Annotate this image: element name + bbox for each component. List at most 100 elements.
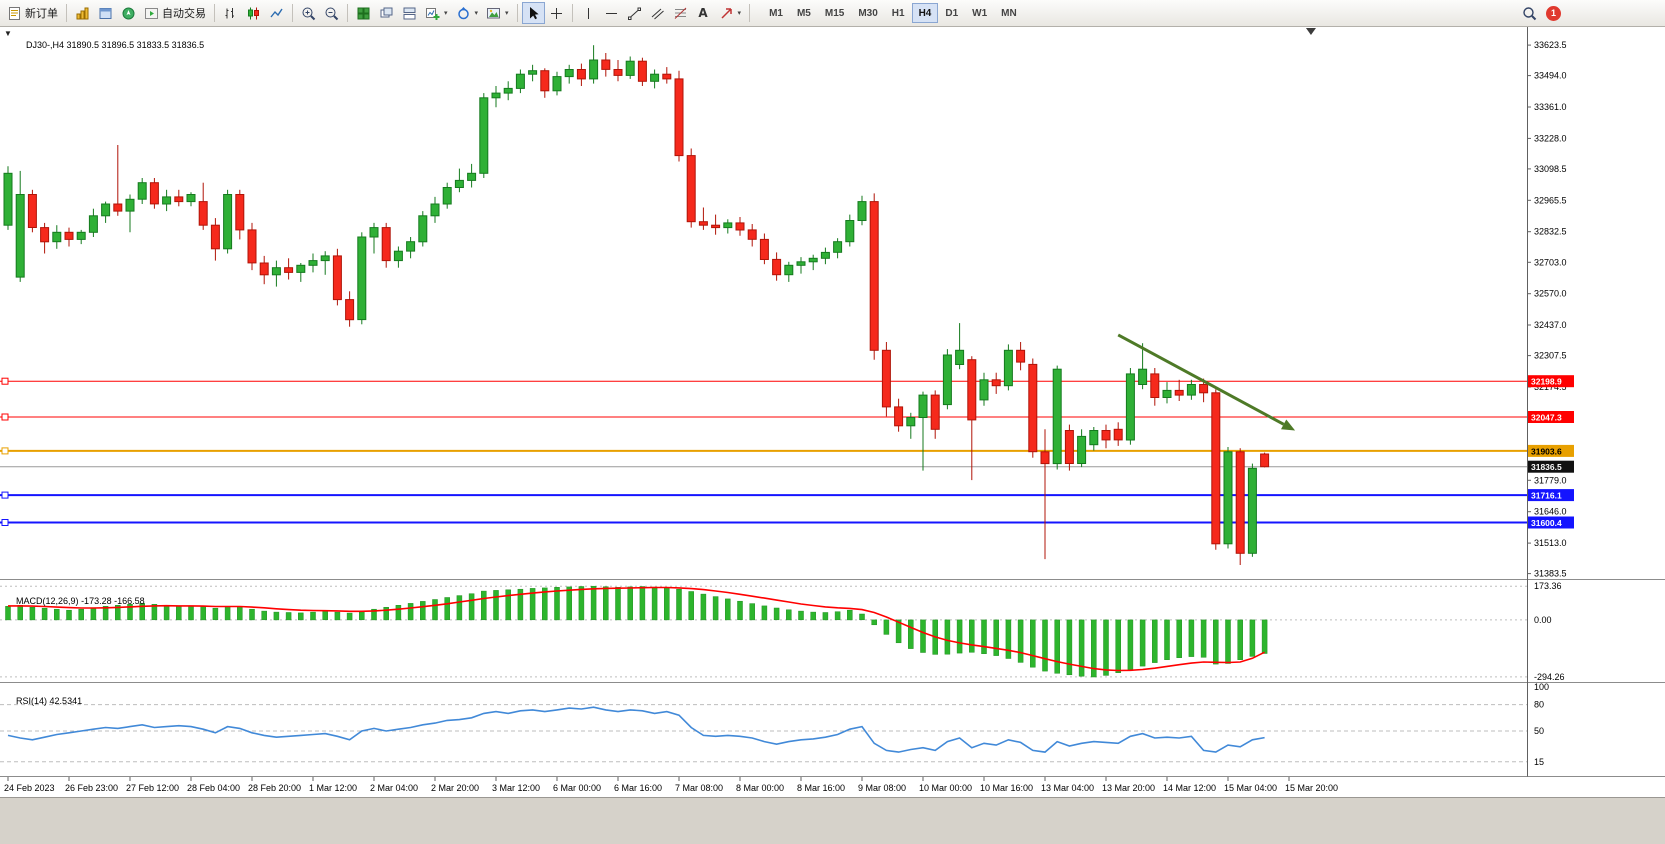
candlestick-chart-icon	[248, 7, 259, 19]
zoom-out-icon	[325, 7, 339, 20]
text-label-button[interactable]: A	[692, 2, 715, 24]
toolbar-right-group: 1	[1518, 2, 1561, 24]
vertical-line-button[interactable]	[577, 2, 600, 24]
timeframe-toolbar: M1 M5 M15 M30 H1 H4 D1 W1 MN	[762, 3, 1024, 23]
horizontal-lines	[0, 377, 1527, 526]
toolbar-separator	[749, 4, 751, 22]
crosshair-icon	[550, 7, 562, 19]
svg-text:32198.9: 32198.9	[1531, 377, 1562, 387]
svg-text:13 Mar 04:00: 13 Mar 04:00	[1041, 783, 1094, 793]
trendline-button[interactable]	[623, 2, 646, 24]
rsi-value: 42.5341	[49, 696, 83, 706]
svg-text:33494.0: 33494.0	[1534, 71, 1567, 81]
svg-text:80: 80	[1534, 700, 1544, 710]
one-click-trading-toggle[interactable]: ▼	[4, 29, 12, 38]
profiles-icon	[457, 6, 469, 19]
cursor-button[interactable]	[521, 2, 545, 24]
svg-text:32047.3: 32047.3	[1531, 413, 1562, 423]
data-window-button[interactable]	[94, 2, 117, 24]
search-icon	[1523, 6, 1537, 20]
auto-trading-button[interactable]: 自动交易	[140, 2, 210, 24]
svg-text:-294.26: -294.26	[1534, 672, 1565, 682]
svg-text:7 Mar 08:00: 7 Mar 08:00	[675, 783, 723, 793]
tile-windows-button[interactable]	[352, 2, 375, 24]
macd-label: MACD(12,26,9) -173.28 -166.58	[6, 586, 145, 616]
status-bar	[0, 797, 1665, 844]
fibonacci-icon	[674, 7, 686, 19]
arrows-button[interactable]: ▾	[715, 2, 746, 24]
svg-text:2 Mar 20:00: 2 Mar 20:00	[431, 783, 479, 793]
new-order-icon	[9, 6, 20, 20]
svg-text:173.36: 173.36	[1534, 581, 1562, 591]
channel-button[interactable]	[646, 2, 669, 24]
svg-text:32570.0: 32570.0	[1534, 289, 1567, 299]
macd-pane: 173.36 0.00 -294.26	[0, 581, 1565, 682]
toolbar-separator	[292, 4, 293, 22]
navigator-button[interactable]	[117, 2, 140, 24]
svg-text:32965.5: 32965.5	[1534, 195, 1567, 205]
horizontal-line-icon	[605, 12, 617, 14]
svg-text:33098.5: 33098.5	[1534, 164, 1567, 174]
cascade-windows-icon	[380, 7, 393, 17]
svg-text:13 Mar 20:00: 13 Mar 20:00	[1102, 783, 1155, 793]
trendline-icon	[627, 7, 641, 20]
timeframe-w1[interactable]: W1	[965, 3, 994, 23]
horizontal-line-button[interactable]	[600, 2, 623, 24]
zoom-in-button[interactable]	[297, 2, 320, 24]
crosshair-button[interactable]	[545, 2, 568, 24]
line-chart-button[interactable]	[265, 2, 288, 24]
fibonacci-button[interactable]	[669, 2, 692, 24]
svg-text:28 Feb 20:00: 28 Feb 20:00	[248, 783, 301, 793]
svg-text:31903.6: 31903.6	[1531, 446, 1562, 456]
timeframe-mn[interactable]: MN	[994, 3, 1024, 23]
timeframe-m15[interactable]: M15	[818, 3, 851, 23]
line-chart-icon	[270, 8, 283, 17]
auto-trading-label: 自动交易	[162, 8, 206, 20]
market-watch-icon	[76, 7, 89, 19]
auto-trading-icon	[145, 7, 158, 19]
chart-title: DJ30-,H4 31890.5 31896.5 31833.5 31836.5	[16, 30, 204, 60]
price-axis: 33623.5 33494.0 33361.0 33228.0 33098.5 32965…	[1527, 40, 1574, 579]
svg-text:31600.4: 31600.4	[1531, 518, 1562, 528]
toolbar-separator	[571, 4, 573, 22]
bar-chart-button[interactable]	[219, 2, 242, 24]
price-chart-canvas[interactable]: 33623.5 33494.0 33361.0 33228.0 33098.5 32965…	[0, 27, 1665, 797]
timeframe-h1[interactable]: H1	[885, 3, 912, 23]
notification-badge[interactable]: 1	[1546, 5, 1561, 21]
svg-text:28 Feb 04:00: 28 Feb 04:00	[187, 783, 240, 793]
timeframe-m5[interactable]: M5	[790, 3, 818, 23]
svg-text:31716.1: 31716.1	[1531, 491, 1562, 501]
template-button[interactable]: ▾	[482, 2, 513, 24]
trend-arrow	[1117, 333, 1296, 431]
cascade-windows-button[interactable]	[375, 2, 398, 24]
toolbar-separator	[347, 4, 348, 22]
data-window-icon	[99, 7, 112, 19]
arrows-icon	[721, 7, 732, 19]
timeframe-h4[interactable]: H4	[911, 3, 939, 23]
market-watch-button[interactable]	[71, 2, 94, 24]
main-toolbar: 新订单 自动交易 ▾ ▾	[0, 0, 1665, 27]
svg-text:15: 15	[1534, 757, 1544, 767]
search-button[interactable]	[1518, 2, 1541, 24]
vertical-line-icon	[587, 7, 589, 19]
timeframe-m1[interactable]: M1	[762, 3, 790, 23]
arrange-windows-button[interactable]	[398, 2, 421, 24]
profiles-button[interactable]: ▾	[452, 2, 483, 24]
svg-text:33228.0: 33228.0	[1534, 133, 1567, 143]
svg-text:50: 50	[1534, 726, 1544, 736]
new-order-label: 新订单	[25, 8, 58, 20]
zoom-out-button[interactable]	[320, 2, 343, 24]
timeframe-d1[interactable]: D1	[938, 3, 965, 23]
new-order-button[interactable]: 新订单	[3, 2, 62, 24]
svg-text:6 Mar 16:00: 6 Mar 16:00	[614, 783, 662, 793]
svg-text:10 Mar 16:00: 10 Mar 16:00	[980, 783, 1033, 793]
new-chart-button[interactable]: ▾	[421, 2, 452, 24]
svg-text:6 Mar 00:00: 6 Mar 00:00	[553, 783, 601, 793]
svg-text:8 Mar 00:00: 8 Mar 00:00	[736, 783, 784, 793]
timeframe-m30[interactable]: M30	[851, 3, 884, 23]
svg-text:100: 100	[1534, 682, 1549, 692]
macd-values: -173.28 -166.58	[81, 596, 145, 606]
candlestick-chart-button[interactable]	[242, 2, 265, 24]
arrange-windows-icon	[403, 7, 416, 19]
candles	[3, 45, 1270, 565]
